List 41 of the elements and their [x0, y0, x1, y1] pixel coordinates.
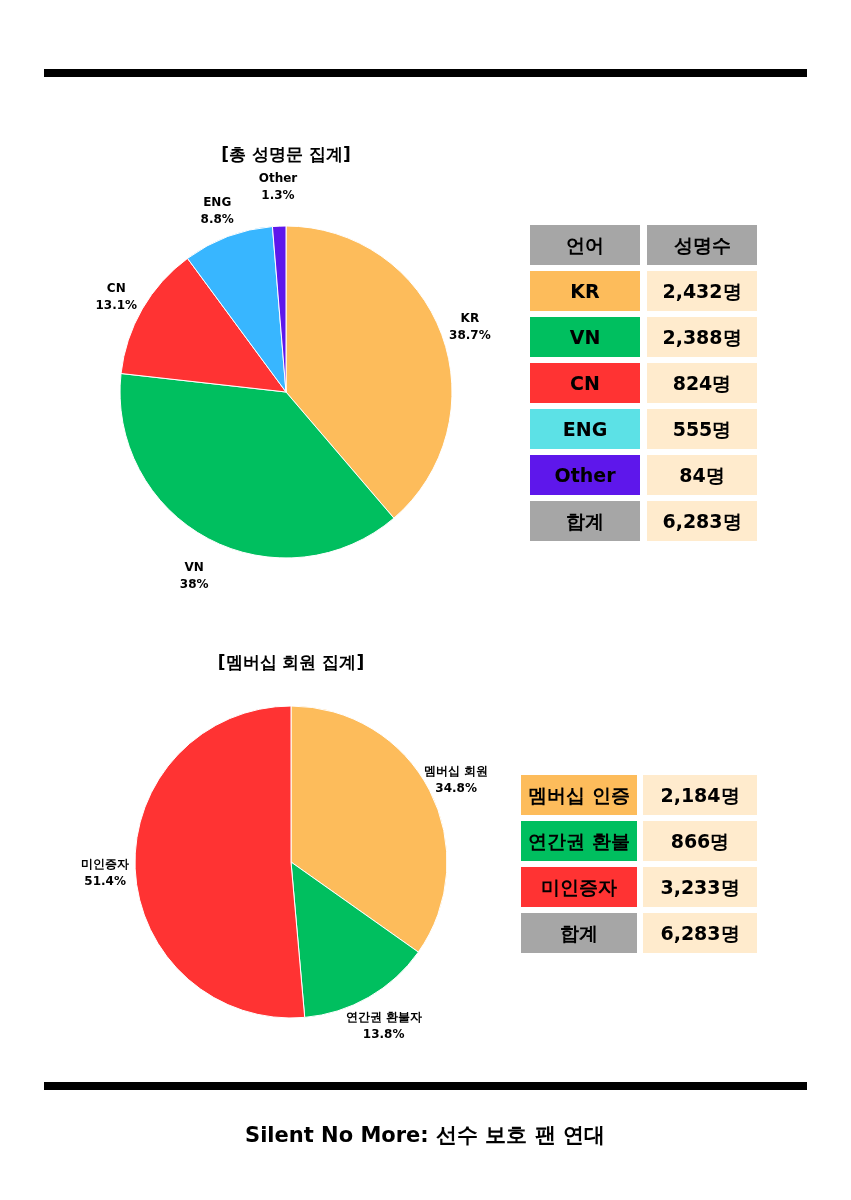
text: 555명 [672, 418, 732, 440]
data-label: 38% [179, 577, 209, 592]
category-label: 멤버십 인증 [528, 784, 630, 806]
text: 언어 [566, 234, 604, 256]
chart-title: [멤버십 회원 집계] [217, 652, 365, 672]
category-label: CN [570, 372, 600, 394]
text: 2,432명 [662, 280, 742, 302]
data-label: 51.4% [84, 874, 126, 889]
data-label: 1.3% [261, 188, 295, 203]
slice-label: 멤버십 회원 [424, 763, 489, 778]
text: 3,233명 [660, 876, 740, 898]
text: 6,283명 [662, 510, 742, 532]
category-label: KR [570, 280, 601, 302]
slice-label: ENG [203, 195, 232, 210]
text: 2,388명 [662, 326, 742, 348]
text: 866명 [670, 830, 730, 852]
category-label: 연간권 환불 [528, 830, 630, 852]
text: 84명 [679, 464, 725, 486]
data-label: 34.8% [435, 780, 478, 795]
text: 6,283명 [660, 922, 740, 944]
category-label: ENG [562, 418, 608, 440]
data-label: 13.1% [95, 298, 138, 312]
chart-title: [총 성명문 집계] [221, 144, 351, 164]
data-label: 13.8% [362, 1027, 405, 1042]
slice-label: CN [106, 281, 126, 295]
category-label: 미인증자 [541, 876, 617, 898]
category-label: Other [554, 464, 617, 486]
slice-label: 미인증자 [81, 857, 130, 872]
slice-label: Other [258, 171, 298, 186]
text: 2,184명 [660, 784, 740, 806]
category-label: VN [569, 326, 601, 348]
category-label: 합계 [566, 510, 604, 532]
text: 성명수 [673, 234, 731, 256]
slice-label: 연간권 환불자 [345, 1010, 422, 1025]
text: 824명 [672, 372, 732, 394]
data-label: 8.8% [200, 212, 234, 227]
slice-label: VN [184, 560, 204, 575]
data-label: 38.7% [449, 328, 491, 343]
text: Silent No More: 선수 보호 팬 연대 [245, 1123, 605, 1147]
slice-label: KR [460, 311, 480, 326]
category-label: 합계 [560, 922, 598, 944]
